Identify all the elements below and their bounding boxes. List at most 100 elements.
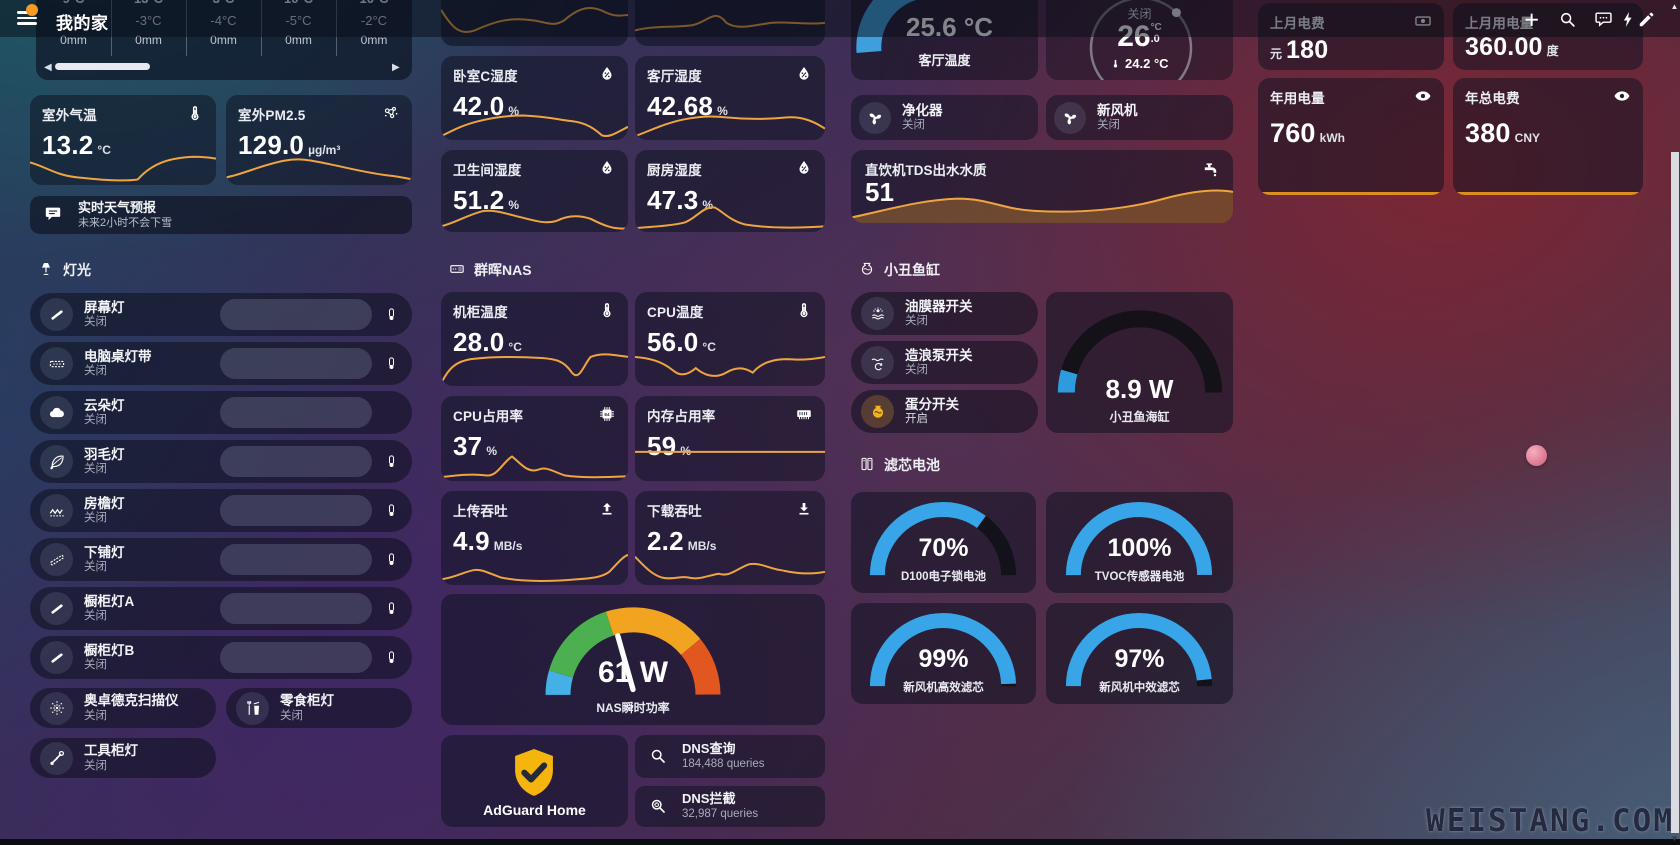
light-row-cloud-light[interactable]: 云朵灯 关闭 xyxy=(30,391,412,434)
gauge-card-hepa-filter[interactable]: 99% 新风机高效滤芯 xyxy=(851,603,1036,704)
switch-row-snack-cabinet-light[interactable]: 零食柜灯 关闭 xyxy=(226,688,412,728)
dns-blocked-card[interactable]: DNS拦截 32,987 queries xyxy=(635,786,825,827)
sensor-card-living-humidity[interactable]: 客厅湿度 42.68% xyxy=(635,56,825,140)
color-temp-icon[interactable] xyxy=(380,352,402,374)
gauge-value: 99% xyxy=(918,645,969,673)
forecast-scrollbar-thumb[interactable] xyxy=(55,63,150,70)
scrollbar-up-arrow[interactable]: ▲ xyxy=(1670,2,1679,11)
scroll-left-arrow[interactable]: ◀ xyxy=(44,62,52,73)
gauge-value: 100% xyxy=(1107,534,1172,562)
scroll-right-arrow[interactable]: ▶ xyxy=(392,62,400,73)
search-icon xyxy=(649,747,668,766)
search-icon[interactable] xyxy=(1558,10,1578,30)
gauge-card-lock-battery[interactable]: 70% D100电子锁电池 xyxy=(851,492,1036,593)
assist-chat-icon[interactable] xyxy=(1594,10,1614,30)
thermometer-icon xyxy=(795,301,813,324)
weather-alert-banner[interactable]: 实时天气预报 未来2小时不会下雪 xyxy=(30,196,412,234)
sensor-card-bathroom-humidity[interactable]: 卫生间湿度 51.2% xyxy=(441,150,628,232)
brightness-slider[interactable] xyxy=(220,299,372,330)
lightning-icon[interactable] xyxy=(1619,10,1639,30)
brightness-slider[interactable] xyxy=(220,642,372,673)
thermometer-icon xyxy=(598,301,616,324)
sensor-card-memory-usage[interactable]: 内存占用率 59% xyxy=(635,396,825,481)
gauge-card-fish-tank-power[interactable]: 8.9 W 小丑鱼海缸 xyxy=(1046,292,1233,433)
brightness-slider[interactable] xyxy=(220,544,372,575)
color-temp-icon[interactable] xyxy=(380,450,402,472)
light-row-lower-bunk-light[interactable]: 下铺灯 关闭 xyxy=(30,538,412,581)
sensor-card-download-throughput[interactable]: 下载吞吐 2.2 MB/s xyxy=(635,491,825,585)
switch-name: 油膜器开关 xyxy=(905,298,973,314)
gauge-card-nas-power[interactable]: 61 W NAS瞬时功率 xyxy=(441,594,825,725)
switch-row-tool-cabinet-light[interactable]: 工具柜灯 关闭 xyxy=(30,738,216,778)
energy-card-year-cost[interactable]: 年总电费 380 CNY xyxy=(1453,78,1643,195)
sensor-card-cpu-temp[interactable]: CPU温度 56.0 °C xyxy=(635,292,825,386)
brightness-slider[interactable] xyxy=(220,446,372,477)
switch-row-protein-skimmer[interactable]: 蛋分开关 开启 xyxy=(851,390,1038,433)
sensor-card-outdoor-temp[interactable]: 室外气温 13.2 °C xyxy=(30,95,216,185)
purifier-button[interactable]: 净化器 关闭 xyxy=(851,95,1038,140)
card-title: 室外气温 xyxy=(42,108,97,123)
light-bar-icon xyxy=(40,592,73,625)
power-gauge xyxy=(545,607,721,696)
sparkline-chart xyxy=(635,200,825,232)
app-header: 我的家 xyxy=(0,0,1680,37)
light-row-cabinet-light-a[interactable]: 橱柜灯A 关闭 xyxy=(30,587,412,630)
switch-row-wave-pump[interactable]: 造浪泵开关 关闭 xyxy=(851,341,1038,384)
adguard-card[interactable]: AdGuard Home xyxy=(441,735,628,827)
brightness-slider[interactable] xyxy=(220,593,372,624)
scrollbar-down-arrow[interactable]: ▼ xyxy=(1670,834,1679,843)
light-row-eaves-light[interactable]: 房檐灯 关闭 xyxy=(30,489,412,532)
lamp-icon xyxy=(38,261,54,280)
sensor-card-cpu-usage[interactable]: CPU占用率 64 37% xyxy=(441,396,628,481)
card-title: 年总电费 xyxy=(1465,91,1520,106)
sparkline-chart xyxy=(441,348,628,386)
sensor-card-upload-throughput[interactable]: 上传吞吐 4.9 MB/s xyxy=(441,491,628,585)
switch-row-scanner[interactable]: 奥卓德克扫描仪 关闭 xyxy=(30,688,216,728)
card-unit: 度 xyxy=(1546,44,1559,58)
sparkline-chart xyxy=(635,553,825,585)
sensor-card-bedroomC-humidity[interactable]: 卧室C湿度 42.0% xyxy=(441,56,628,140)
tds-water-quality-card[interactable]: 直饮机TDS出水水质 51 xyxy=(851,150,1233,223)
switch-row-oil-skimmer[interactable]: 油膜器开关 关闭 xyxy=(851,292,1038,335)
dns-queries-card[interactable]: DNS查询 184,488 queries xyxy=(635,735,825,778)
card-unit: % xyxy=(702,198,714,212)
sparkline-chart xyxy=(441,553,628,585)
edit-pencil-icon[interactable] xyxy=(1637,10,1657,30)
gauge-card-medium-filter[interactable]: 97% 新风机中效滤芯 xyxy=(1046,603,1233,704)
light-row-desk-strip[interactable]: 电脑桌灯带 关闭 xyxy=(30,342,412,385)
sensor-card-cabinet-temp[interactable]: 机柜温度 28.0 °C xyxy=(441,292,628,386)
gauge-label: 新风机中效滤芯 xyxy=(1099,682,1180,694)
brightness-slider[interactable] xyxy=(220,495,372,526)
sensor-card-kitchen-humidity[interactable]: 厨房湿度 47.3% xyxy=(635,150,825,232)
column-humidity-nas: 卧室C湿度 42.0% 客厅湿度 42.68% 卫生间湿度 51.2% 厨房湿度… xyxy=(441,0,825,845)
floating-button[interactable] xyxy=(1526,445,1547,466)
add-icon[interactable] xyxy=(1522,10,1542,30)
light-row-feather-light[interactable]: 羽毛灯 关闭 xyxy=(30,440,412,483)
molecule-icon xyxy=(382,104,400,127)
eye-icon[interactable] xyxy=(1613,87,1631,110)
gauge-card-tvoc-battery[interactable]: 100% TVOC传感器电池 xyxy=(1046,492,1233,593)
thermostat-current: 24.2 °C xyxy=(1046,56,1233,71)
brightness-slider[interactable] xyxy=(220,397,372,428)
sensor-card-outdoor-pm25[interactable]: 室外PM2.5 129.0 µg/m³ xyxy=(226,95,412,185)
gauge-needle xyxy=(615,633,636,693)
color-temp-icon[interactable] xyxy=(380,646,402,668)
cpu-chip-icon: 64 xyxy=(598,405,616,428)
color-temp-icon[interactable] xyxy=(380,303,402,325)
fresh-air-button[interactable]: 新风机 关闭 xyxy=(1046,95,1233,140)
color-temp-icon[interactable] xyxy=(380,499,402,521)
eye-icon[interactable] xyxy=(1414,87,1432,110)
light-row-cabinet-light-b[interactable]: 橱柜灯B 关闭 xyxy=(30,636,412,679)
banner-subtitle: 未来2小时不会下雪 xyxy=(78,216,173,229)
zigzag-strip-icon xyxy=(40,494,73,527)
humidity-drop-icon xyxy=(598,159,616,182)
scrollbar-thumb[interactable] xyxy=(1671,152,1679,833)
color-temp-icon[interactable] xyxy=(380,597,402,619)
color-temp-icon[interactable] xyxy=(380,548,402,570)
energy-card-year-usage[interactable]: 年用电量 760 kWh xyxy=(1258,78,1444,195)
brightness-slider[interactable] xyxy=(220,348,372,379)
light-row-screen-light[interactable]: 屏幕灯 关闭 xyxy=(30,293,412,336)
switch-state: 关闭 xyxy=(905,364,928,377)
dns-subtitle: 184,488 queries xyxy=(682,757,765,770)
